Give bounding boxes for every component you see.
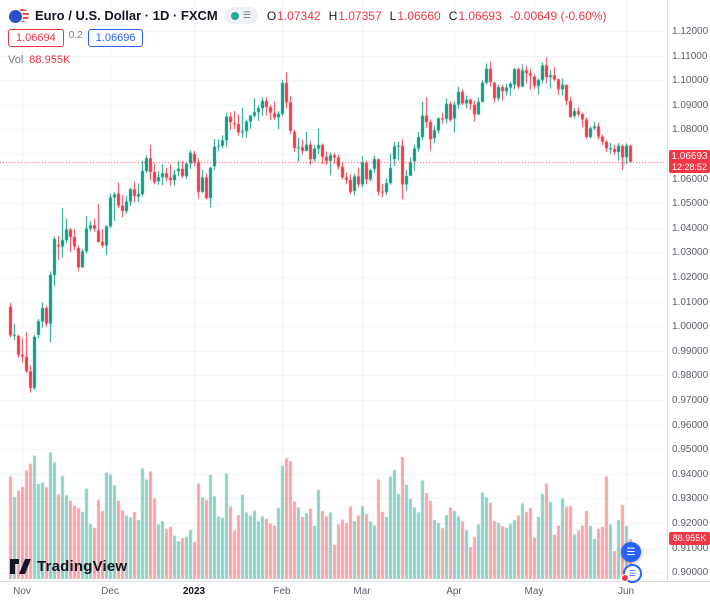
close-label: C	[448, 8, 458, 23]
close-value: 1.06693	[458, 8, 502, 23]
low-label: L	[389, 8, 397, 23]
volume-axis-badge: 88.955K	[669, 531, 710, 545]
notification-dot-icon	[621, 574, 629, 582]
time-tick-label: Apr	[446, 586, 462, 597]
price-tick-label: 0.91000	[672, 542, 709, 554]
time-tick-label: Jun	[617, 586, 635, 597]
time-tick-label: Nov	[13, 586, 31, 597]
price-tick-label: 0.99000	[672, 345, 709, 357]
price-tick-label: 0.92000	[672, 518, 709, 530]
price-tick-label: 0.96000	[672, 419, 709, 431]
price-tick-label: 0.97000	[672, 395, 709, 407]
tradingview-logo[interactable]: TradingView	[10, 558, 127, 575]
bid-ask-widget: 1.06694 0.2 1.06696	[8, 29, 144, 47]
price-tick-label: 1.12000	[672, 26, 709, 37]
price-tick-label: 0.93000	[672, 493, 709, 505]
low-value: 1.06660	[397, 8, 441, 23]
price-tick-label: 1.08000	[672, 124, 709, 136]
tradingview-logo-text: TradingView	[37, 558, 128, 575]
time-tick-label: Feb	[273, 586, 291, 597]
time-tick-label: May	[524, 586, 544, 597]
legend-menu-icon: ☰	[242, 10, 251, 20]
volume-value: 88.955K	[29, 54, 71, 66]
price-tick-label: 0.98000	[672, 370, 709, 382]
price-tick-label: 1.06000	[672, 173, 709, 185]
price-axis[interactable]: 1.06693 12:28:52 88.955K 1.12000 1.11000 1…	[667, 0, 710, 581]
eu-flag-icon	[8, 8, 23, 24]
price-tick-label: 1.09000	[672, 99, 709, 111]
open-label: O	[266, 8, 277, 23]
last-price-badge: 1.06693 12:28:52	[669, 149, 710, 173]
ohlc-values: O 1.07342 H 1.07357 L 1.06660 C 1.06693 -0.0…	[267, 9, 607, 23]
symbol-title[interactable]: Euro / U.S. Dollar · 1D · FXCM	[35, 8, 218, 23]
price-tick-label: 0.94000	[672, 468, 709, 480]
chart-legend: Euro / U.S. Dollar · 1D · FXCM ☰ O 1.0734…	[8, 7, 607, 24]
bid-button[interactable]: 1.06694	[8, 29, 64, 47]
price-tick-label: 1.05000	[672, 198, 709, 210]
market-status-dot-icon	[230, 11, 239, 20]
open-value: 1.07342	[277, 8, 321, 23]
time-tick-label: 2023	[182, 586, 206, 597]
bar-countdown: 12:28:52	[671, 161, 708, 172]
price-tick-label: 0.90000	[672, 567, 709, 579]
volume-legend: Vol 88.955K	[8, 54, 70, 66]
price-tick-label: 1.01000	[672, 296, 709, 308]
high-value: 1.07357	[338, 8, 382, 23]
price-tick-label: 1.03000	[672, 247, 709, 259]
change-value: -0.00649 (-0.60%)	[509, 8, 607, 23]
tradingview-logo-mark	[10, 559, 31, 574]
last-price-value: 1.06693	[671, 150, 708, 162]
floating-widget-icon-top[interactable]: ☰	[621, 542, 641, 562]
floating-widget-icon-bottom[interactable]: ☰	[621, 564, 642, 583]
time-tick-label: Mar	[353, 586, 371, 597]
time-tick-label: Dec	[101, 586, 119, 597]
price-tick-label: 1.10000	[672, 75, 709, 87]
price-tick-label: 1.00000	[672, 321, 709, 333]
high-label: H	[328, 8, 338, 23]
price-tick-label: 0.95000	[672, 444, 709, 456]
ask-button[interactable]: 1.06696	[87, 29, 144, 47]
time-axis[interactable]: Nov Dec 2023 Feb Mar Apr May Jun	[0, 581, 710, 600]
spread-value: 0.2	[68, 30, 83, 41]
price-tick-label: 1.11000	[672, 50, 708, 62]
symbol-pair-icon	[8, 8, 29, 24]
series-toggle-pill[interactable]: ☰	[223, 7, 258, 24]
price-tick-label: 1.04000	[672, 222, 709, 234]
price-tick-label: 1.02000	[672, 272, 709, 284]
volume-label: Vol	[8, 54, 24, 66]
